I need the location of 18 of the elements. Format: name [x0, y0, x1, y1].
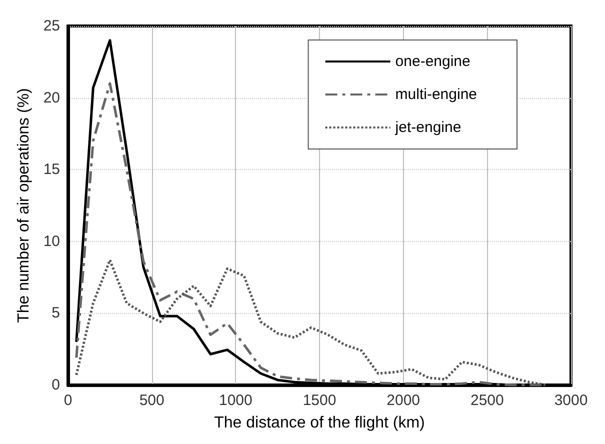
legend-label: one-engine: [395, 53, 470, 70]
y-tick-label: 0: [52, 376, 60, 394]
y-tick-label: 25: [43, 18, 60, 34]
y-tick-label: 15: [43, 161, 60, 178]
x-tick-label: 2500: [470, 392, 504, 409]
x-tick-label: 2000: [386, 392, 420, 409]
x-tick-label: 1500: [302, 392, 336, 409]
y-tick-label: 10: [43, 232, 60, 250]
x-tick-label: 3000: [554, 392, 588, 409]
x-tick-label: 1000: [218, 392, 252, 409]
y-tick-label: 20: [43, 89, 60, 106]
legend-label: multi-engine: [395, 86, 478, 103]
y-tick-label: 5: [52, 304, 60, 322]
legend-label: jet-engine: [394, 119, 462, 136]
y-axis-title: The number of air operations (%): [16, 88, 32, 323]
x-tick-label: 500: [139, 392, 164, 409]
x-tick-label: 0: [64, 392, 72, 409]
x-axis-title: The distance of the flight (km): [214, 414, 425, 432]
